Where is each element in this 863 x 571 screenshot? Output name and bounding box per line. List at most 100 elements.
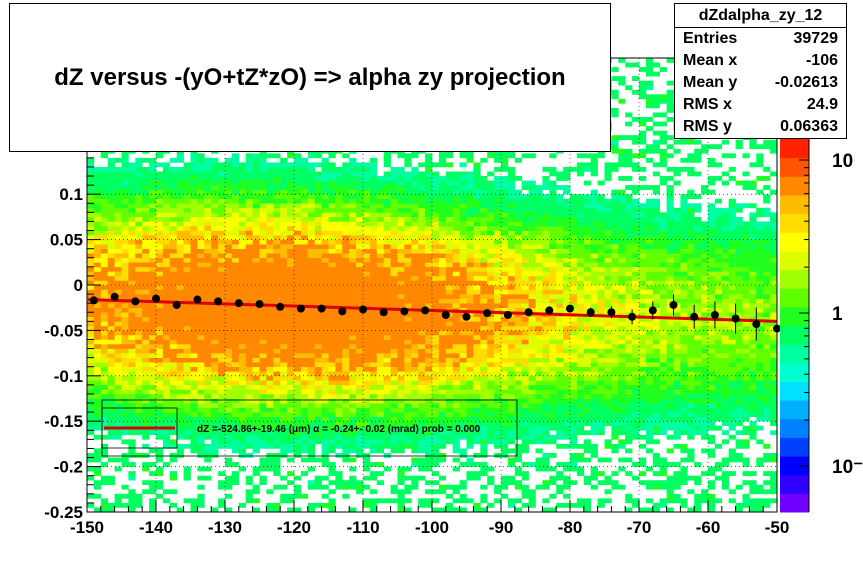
heatmap-cell [273,307,281,313]
heatmap-cell [245,162,253,168]
heatmap-cell [397,471,405,476]
heatmap-cell [466,471,474,476]
heatmap-cell [128,271,136,277]
heatmap-cell [425,216,433,222]
heatmap-cell [287,253,295,259]
heatmap-cell [259,416,267,422]
heatmap-cell [183,257,191,263]
heatmap-cell [390,484,398,490]
heatmap-cell [404,316,412,322]
heatmap-cell [100,334,108,340]
heatmap-cell [507,398,516,404]
heatmap-cell [218,366,226,372]
heatmap-cell [466,271,474,277]
heatmap-cell [218,262,226,268]
heatmap-cell [259,462,267,467]
heatmap-cell [376,375,384,381]
heatmap-cell [176,393,184,399]
heatmap-cell [383,180,391,186]
heatmap-cell [142,203,150,209]
heatmap-cell [273,403,281,408]
heatmap-cell [342,244,350,249]
heatmap-cell [349,275,357,281]
heatmap-cell [225,475,233,481]
heatmap-cell [156,403,164,408]
heatmap-cell [369,185,378,190]
heatmap-cell [418,298,426,304]
heatmap-cell [369,366,378,372]
heatmap-cell [294,216,302,222]
heatmap-cell [466,403,474,408]
heatmap-cell [452,225,460,231]
heatmap-cell [390,303,398,308]
heatmap-cell [107,239,115,245]
heatmap-cell [169,457,177,463]
heatmap-cell [321,421,329,427]
heatmap-cell [404,407,412,413]
heatmap-cell [197,439,205,445]
heatmap-cell [266,357,274,363]
heatmap-cell [169,166,177,172]
heatmap-cell [218,344,226,349]
heatmap-cell [480,375,488,381]
heatmap-cell [87,253,95,259]
heatmap-cell [142,375,150,381]
heatmap-cell [252,366,260,372]
heatmap-cell [363,362,371,368]
heatmap-cell [294,298,302,304]
heatmap-cell [162,362,171,368]
heatmap-cell [445,416,453,422]
heatmap-cell [328,362,336,368]
heatmap-cell [459,366,467,372]
heatmap-cell [383,162,391,168]
heatmap-cell [521,325,529,331]
heatmap-cell [342,257,350,263]
heatmap-cell [432,239,440,245]
heatmap-cell [238,348,246,354]
heatmap-cell [494,221,502,227]
heatmap-cell [425,230,433,236]
heatmap-cell [514,257,522,263]
heatmap-cell [466,235,474,240]
heatmap-cell [169,271,177,277]
heatmap-cell [121,212,129,218]
heatmap-cell [114,303,122,308]
heatmap-cell [349,207,357,213]
heatmap-cell [445,325,453,331]
heatmap-cell [521,239,529,245]
heatmap-cell [342,393,350,399]
heatmap-cell [114,353,122,358]
heatmap-cell [107,398,115,404]
heatmap-cell [176,389,184,395]
heatmap-cell [390,384,398,390]
heatmap-cell [397,280,405,286]
heatmap-cell [321,203,329,209]
heatmap-cell [480,185,488,190]
heatmap-cell [252,298,260,304]
heatmap-cell [190,257,198,263]
heatmap-cell [287,212,295,218]
heatmap-cell [280,176,288,181]
heatmap-cell [121,403,129,408]
heatmap-cell [121,235,129,240]
heatmap-cell [162,289,171,295]
heatmap-cell [183,235,191,240]
heatmap-cell [507,212,516,218]
heatmap-cell [411,475,419,481]
heatmap-cell [487,203,495,209]
heatmap-cell [287,416,295,422]
heatmap-cell [514,389,522,395]
heatmap-cell [294,507,302,513]
heatmap-cell [211,294,219,299]
heatmap-cell [218,421,226,427]
heatmap-cell [363,375,371,381]
heatmap-cell [114,176,122,181]
heatmap-cell [121,321,129,327]
heatmap-cell [238,262,246,268]
heatmap-cell [466,362,474,368]
heatmap-cell [494,230,502,236]
heatmap-cell [507,316,516,322]
heatmap-cell [266,403,274,408]
heatmap-cell [142,362,150,368]
heatmap-cell [107,225,115,231]
